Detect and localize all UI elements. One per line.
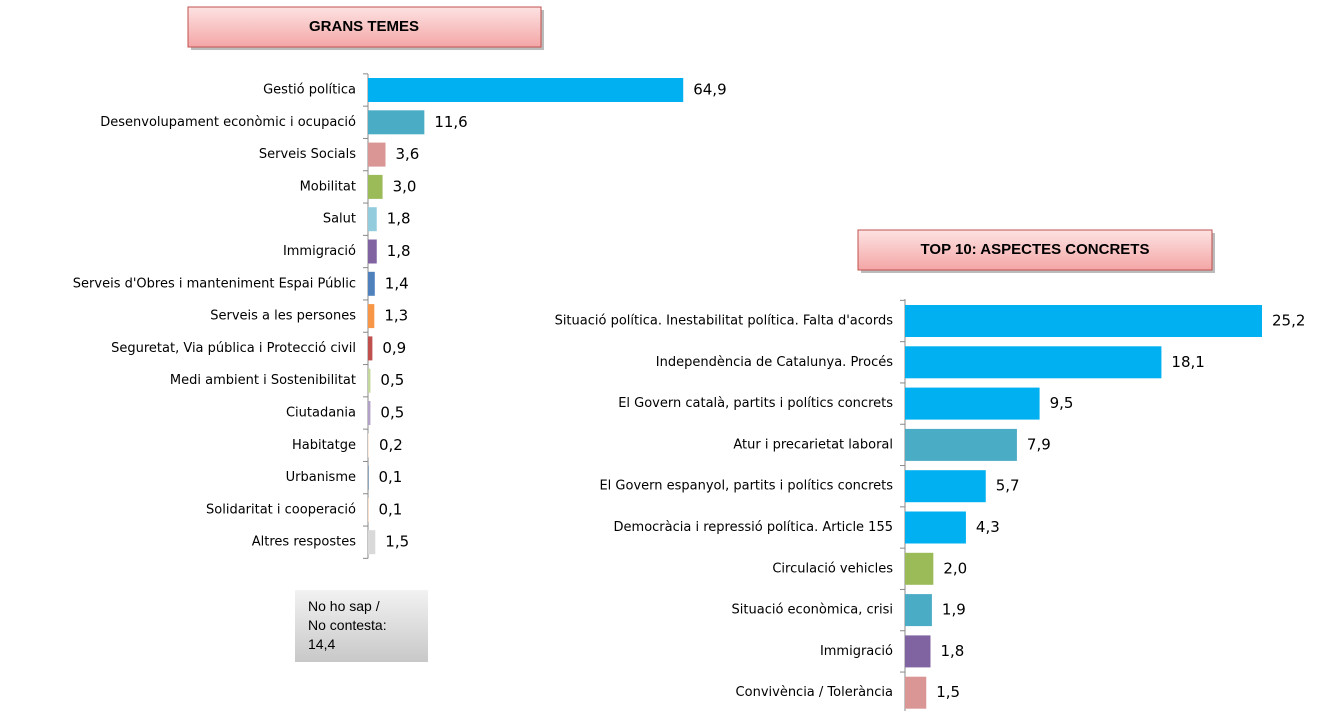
value-label: 1,8 bbox=[387, 242, 411, 260]
bar bbox=[368, 433, 369, 458]
annotation: No ho sap / bbox=[308, 598, 380, 614]
bar bbox=[368, 336, 373, 361]
bar bbox=[905, 594, 932, 627]
category-label: Desenvolupament econòmic i ocupació bbox=[100, 115, 356, 130]
category-label: Independència de Catalunya. Procés bbox=[656, 355, 893, 370]
category-label: Habitatge bbox=[292, 438, 356, 453]
chart-title: TOP 10: ASPECTES CONCRETS bbox=[921, 241, 1150, 258]
category-label: Democràcia i repressió política. Article… bbox=[614, 520, 893, 535]
value-label: 11,6 bbox=[434, 113, 467, 131]
value-label: 2,0 bbox=[943, 559, 967, 577]
category-label: Immigració bbox=[820, 644, 893, 659]
bar bbox=[368, 271, 375, 296]
category-label: Serveis d'Obres i manteniment Espai Públ… bbox=[73, 276, 356, 291]
category-label: Seguretat, Via pública i Protecció civil bbox=[111, 341, 356, 356]
value-label: 0,2 bbox=[379, 436, 403, 454]
decor bbox=[187, 6, 1215, 662]
value-label: 4,3 bbox=[976, 518, 1000, 536]
bar bbox=[905, 387, 1040, 420]
category-label: Immigració bbox=[283, 244, 356, 259]
bar bbox=[905, 635, 931, 668]
bar bbox=[368, 304, 375, 329]
bar bbox=[368, 207, 377, 232]
value-label: 3,0 bbox=[393, 177, 417, 195]
bar bbox=[368, 142, 386, 167]
value-label: 25,2 bbox=[1272, 312, 1305, 330]
category-label: El Govern català, partits i polítics con… bbox=[618, 396, 893, 411]
value-label: 1,4 bbox=[385, 274, 409, 292]
category-label: Solidaritat i cooperació bbox=[206, 502, 356, 517]
value-label: 1,3 bbox=[384, 307, 408, 325]
title-box bbox=[857, 229, 1213, 271]
annotation-box bbox=[295, 590, 428, 662]
value-label: 0,5 bbox=[380, 404, 404, 422]
bar bbox=[368, 401, 371, 425]
bar bbox=[905, 511, 966, 544]
category-label: Gestió política bbox=[263, 83, 356, 98]
bar bbox=[368, 368, 371, 393]
bar bbox=[905, 346, 1162, 379]
value-label: 0,1 bbox=[378, 468, 402, 486]
annotation: No contesta: bbox=[308, 617, 387, 633]
bar bbox=[905, 470, 986, 503]
value-label: 1,9 bbox=[942, 601, 966, 619]
category-label: Atur i precarietat laboral bbox=[733, 437, 893, 452]
category-label: Convivència / Tolerància bbox=[736, 685, 893, 700]
bar bbox=[905, 552, 934, 585]
value-label: 1,8 bbox=[387, 210, 411, 228]
category-label: Serveis a les persones bbox=[210, 309, 356, 324]
category-label: Ciutadania bbox=[286, 406, 356, 421]
bar bbox=[368, 530, 376, 555]
bar bbox=[368, 110, 425, 135]
value-label: 64,9 bbox=[693, 81, 726, 99]
category-label: Urbanisme bbox=[286, 470, 356, 485]
bar bbox=[368, 239, 377, 264]
category-label: Circulació vehicles bbox=[772, 561, 893, 576]
value-label: 18,1 bbox=[1171, 353, 1204, 371]
category-label: Situació econòmica, crisi bbox=[732, 603, 893, 618]
bar bbox=[905, 305, 1262, 337]
category-label: Medi ambient i Sostenibilitat bbox=[170, 373, 356, 388]
bar bbox=[905, 676, 927, 709]
category-label: Salut bbox=[323, 212, 356, 227]
value-label: 1,5 bbox=[936, 683, 960, 701]
category-label: Mobilitat bbox=[300, 179, 356, 194]
bar bbox=[905, 428, 1017, 461]
bar bbox=[368, 78, 684, 102]
title-box bbox=[187, 6, 542, 48]
value-label: 3,6 bbox=[395, 145, 419, 163]
value-label: 5,7 bbox=[996, 477, 1020, 495]
value-label: 1,8 bbox=[941, 642, 965, 660]
category-label: Altres respostes bbox=[252, 535, 356, 550]
bar bbox=[368, 174, 383, 199]
annotation: 14,4 bbox=[308, 636, 335, 652]
value-label: 9,5 bbox=[1050, 394, 1074, 412]
category-label: Situació política. Inestabilitat polític… bbox=[555, 314, 894, 329]
category-label: Serveis Socials bbox=[259, 147, 356, 162]
category-label: El Govern espanyol, partits i polítics c… bbox=[599, 479, 893, 494]
value-label: 7,9 bbox=[1027, 435, 1051, 453]
value-label: 0,5 bbox=[380, 371, 404, 389]
value-label: 0,1 bbox=[378, 500, 402, 518]
value-label: 1,5 bbox=[385, 533, 409, 551]
chart-title: GRANS TEMES bbox=[309, 18, 419, 35]
value-label: 0,9 bbox=[382, 339, 406, 357]
